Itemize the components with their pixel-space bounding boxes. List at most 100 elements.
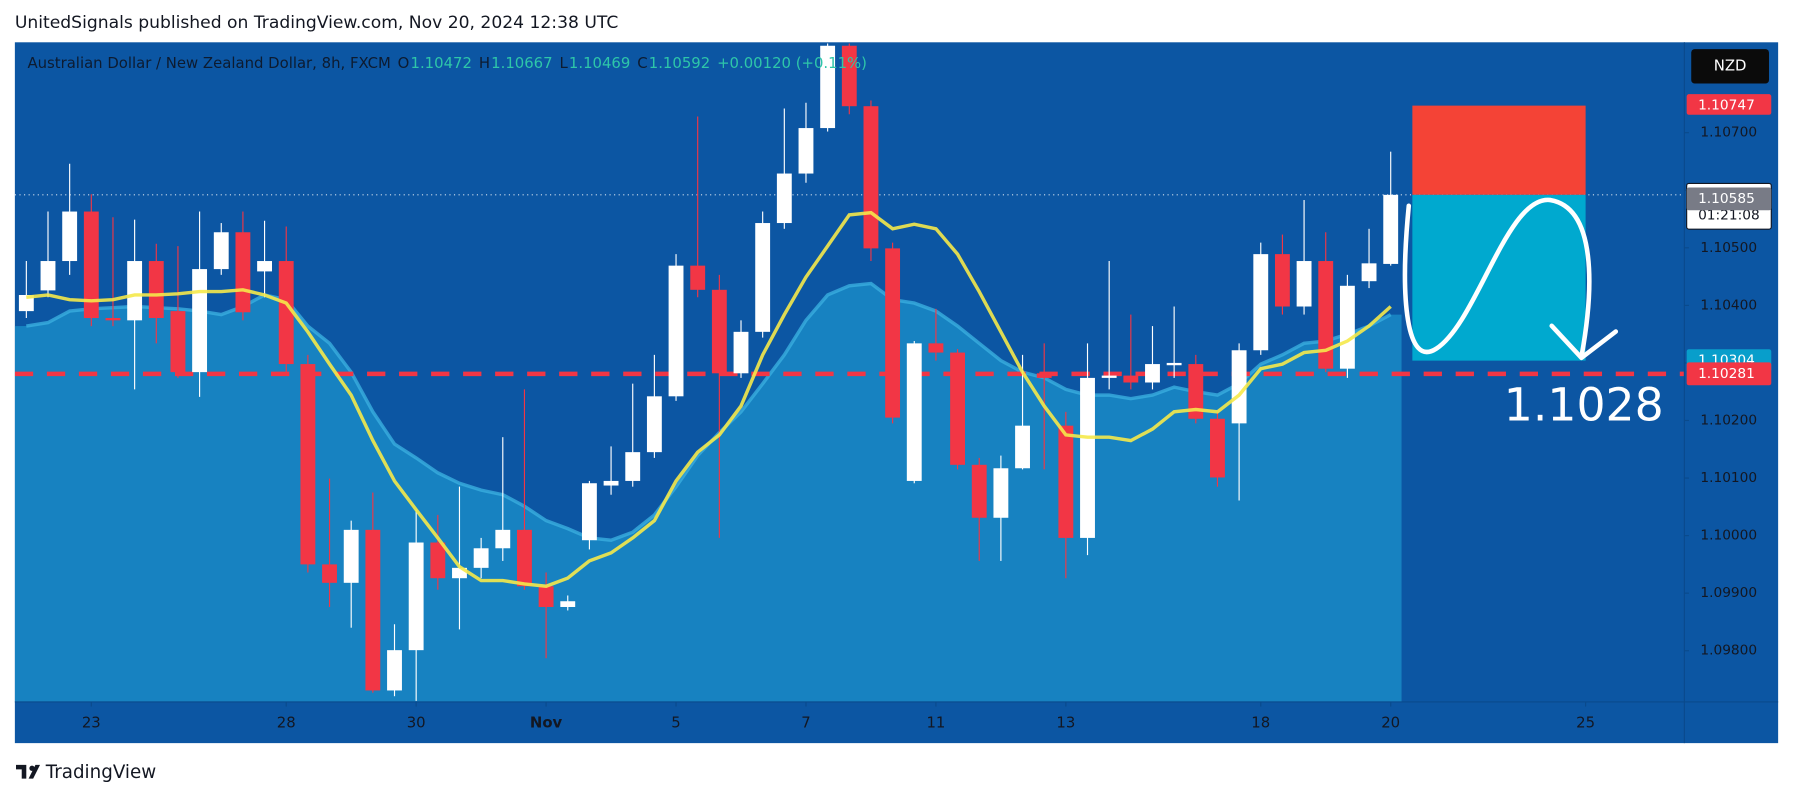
candle-body <box>1188 364 1204 419</box>
ohlc-value: 1.10592 <box>649 54 710 72</box>
price-label: 1.10747 <box>1698 98 1755 114</box>
ma-area <box>14 283 1402 702</box>
candle-body <box>841 45 857 107</box>
candle-body <box>863 106 879 249</box>
stop-zone <box>1412 105 1586 195</box>
candle-body <box>170 311 186 373</box>
candle-body <box>430 542 446 579</box>
candle-body <box>127 261 143 321</box>
candle-body <box>40 261 56 291</box>
y-tick-label: 1.09800 <box>1700 643 1757 659</box>
candle-body <box>1036 373 1052 378</box>
x-tick-label: Nov <box>530 714 563 732</box>
logo-icon <box>16 764 41 779</box>
candle-body <box>148 261 164 319</box>
candle-body <box>560 601 576 607</box>
x-tick-label: 5 <box>671 714 680 732</box>
x-tick-label: 30 <box>407 714 426 732</box>
candle-body <box>581 483 597 541</box>
price-label-box <box>1686 187 1772 211</box>
candle-body <box>1101 375 1117 378</box>
change: +0.00120 (+0.11%) <box>717 54 867 72</box>
candle-body <box>1296 261 1312 307</box>
candle-body <box>1318 261 1334 369</box>
candle-body <box>603 480 619 486</box>
price-label-box <box>1686 362 1772 386</box>
countdown: 01:21:08 <box>1698 207 1760 223</box>
logo <box>16 764 41 779</box>
candle-body <box>885 248 901 418</box>
candle-body <box>1361 263 1377 282</box>
x-tick-label: 7 <box>801 714 810 732</box>
y-tick-label: 1.10500 <box>1700 240 1757 256</box>
candle-body <box>387 650 402 691</box>
candle-body <box>495 529 511 549</box>
candle-body <box>1231 350 1247 424</box>
x-tick-label: 23 <box>82 714 101 732</box>
candle-body <box>1274 254 1290 307</box>
annotation: 1.1028 <box>1504 379 1664 432</box>
ohlc-letter: L <box>559 54 568 72</box>
publisher: UnitedSignals published on TradingView.c… <box>15 13 619 33</box>
y-tick-label: 1.09900 <box>1700 585 1757 601</box>
ohlc-value: 1.10469 <box>569 54 630 72</box>
candle-body <box>517 529 532 587</box>
x-tick-label: 28 <box>277 714 296 732</box>
candle-body <box>1145 364 1160 383</box>
candle-body <box>950 352 966 465</box>
candle-body <box>1080 377 1095 538</box>
candle-body <box>62 211 78 262</box>
candle-body <box>1058 425 1074 538</box>
x-tick-label: 13 <box>1056 714 1075 732</box>
candle-body <box>776 173 792 224</box>
ohlc-letter: O <box>398 54 410 72</box>
ema-line <box>26 210 1392 589</box>
candle-body <box>711 289 727 374</box>
candle-body <box>278 261 294 365</box>
candle-body <box>928 343 944 353</box>
currency-badge <box>1691 49 1769 84</box>
candle-body <box>1253 254 1269 351</box>
candle-body <box>452 567 467 579</box>
candle-body <box>105 318 121 321</box>
candle-body <box>1210 418 1225 478</box>
logo-dot <box>29 765 35 771</box>
candle-body <box>668 265 684 397</box>
candle-body <box>192 269 208 373</box>
candle-body <box>473 548 489 568</box>
candle-body <box>1339 285 1355 369</box>
candle-body <box>538 586 554 607</box>
legend-title: Australian Dollar / New Zealand Dollar, … <box>27 54 390 72</box>
candle-body <box>798 128 814 174</box>
candle-body <box>1015 425 1030 469</box>
candle-body <box>235 232 251 313</box>
candle-body <box>83 211 99 319</box>
candle-body <box>733 331 749 374</box>
candle-body <box>213 232 229 270</box>
candle-body <box>646 396 662 453</box>
candle-body <box>690 265 706 290</box>
x-tick-label: 20 <box>1381 714 1400 732</box>
candle-body <box>971 464 987 518</box>
plot-area <box>14 43 1685 702</box>
candle-body <box>1123 375 1139 383</box>
candle-body <box>993 468 1009 518</box>
y-tick-label: 1.10700 <box>1700 125 1757 141</box>
candle-body <box>322 564 337 583</box>
ohlc-letter: C <box>637 54 647 72</box>
price-label-box <box>1686 94 1772 115</box>
y-tick-label: 1.10000 <box>1700 528 1757 544</box>
x-tick-label: 11 <box>926 714 945 732</box>
ohlc-value: 1.10667 <box>491 54 552 72</box>
y-tick-label: 1.10200 <box>1700 412 1757 428</box>
hand-drawn-arrow <box>1402 197 1619 361</box>
candle-body <box>408 542 424 651</box>
x-tick-label: 25 <box>1576 714 1595 732</box>
candle-body <box>18 294 34 312</box>
price-label: 1.10281 <box>1698 366 1755 382</box>
candle-body <box>625 452 641 481</box>
candle-body <box>906 343 922 481</box>
candle-body <box>365 529 381 691</box>
